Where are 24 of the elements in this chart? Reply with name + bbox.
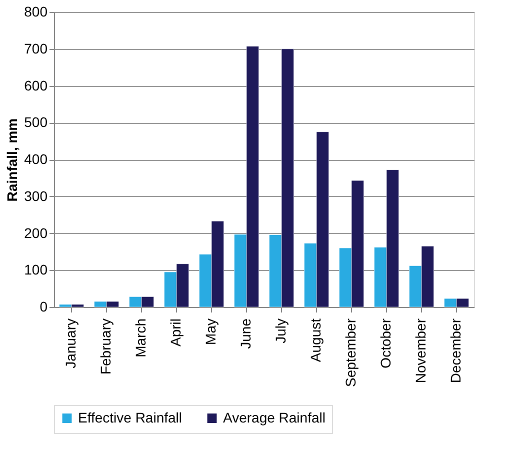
legend-label: Effective Rainfall — [78, 409, 182, 426]
y-tick-label: 800 — [24, 4, 48, 20]
x-tick-label: May — [202, 318, 218, 345]
y-axis-title: Rainfall, mm — [4, 118, 20, 202]
y-tick-label: 400 — [24, 151, 48, 167]
y-tick-label: 0 — [40, 298, 48, 314]
y-tick-label: 700 — [24, 40, 48, 56]
x-tick-label: February — [98, 318, 114, 375]
y-tick-label: 300 — [24, 188, 48, 204]
x-tick-label: September — [342, 318, 358, 387]
x-tick-label: December — [448, 318, 464, 384]
x-tick-label: January — [62, 318, 78, 368]
x-tick-label: April — [168, 318, 184, 347]
y-tick-label: 600 — [24, 77, 48, 94]
x-tick-label: July — [272, 318, 288, 344]
y-tick-label: 100 — [24, 262, 48, 278]
y-tick-label: 500 — [24, 114, 48, 130]
y-tick-label: 200 — [24, 224, 48, 241]
legend-label: Average Rainfall — [223, 409, 326, 426]
x-tick-label: March — [132, 318, 148, 358]
x-tick-label: August — [308, 318, 324, 362]
x-tick-label: November — [412, 318, 428, 384]
x-tick-label: October — [378, 318, 394, 368]
x-tick-label: June — [238, 318, 254, 349]
